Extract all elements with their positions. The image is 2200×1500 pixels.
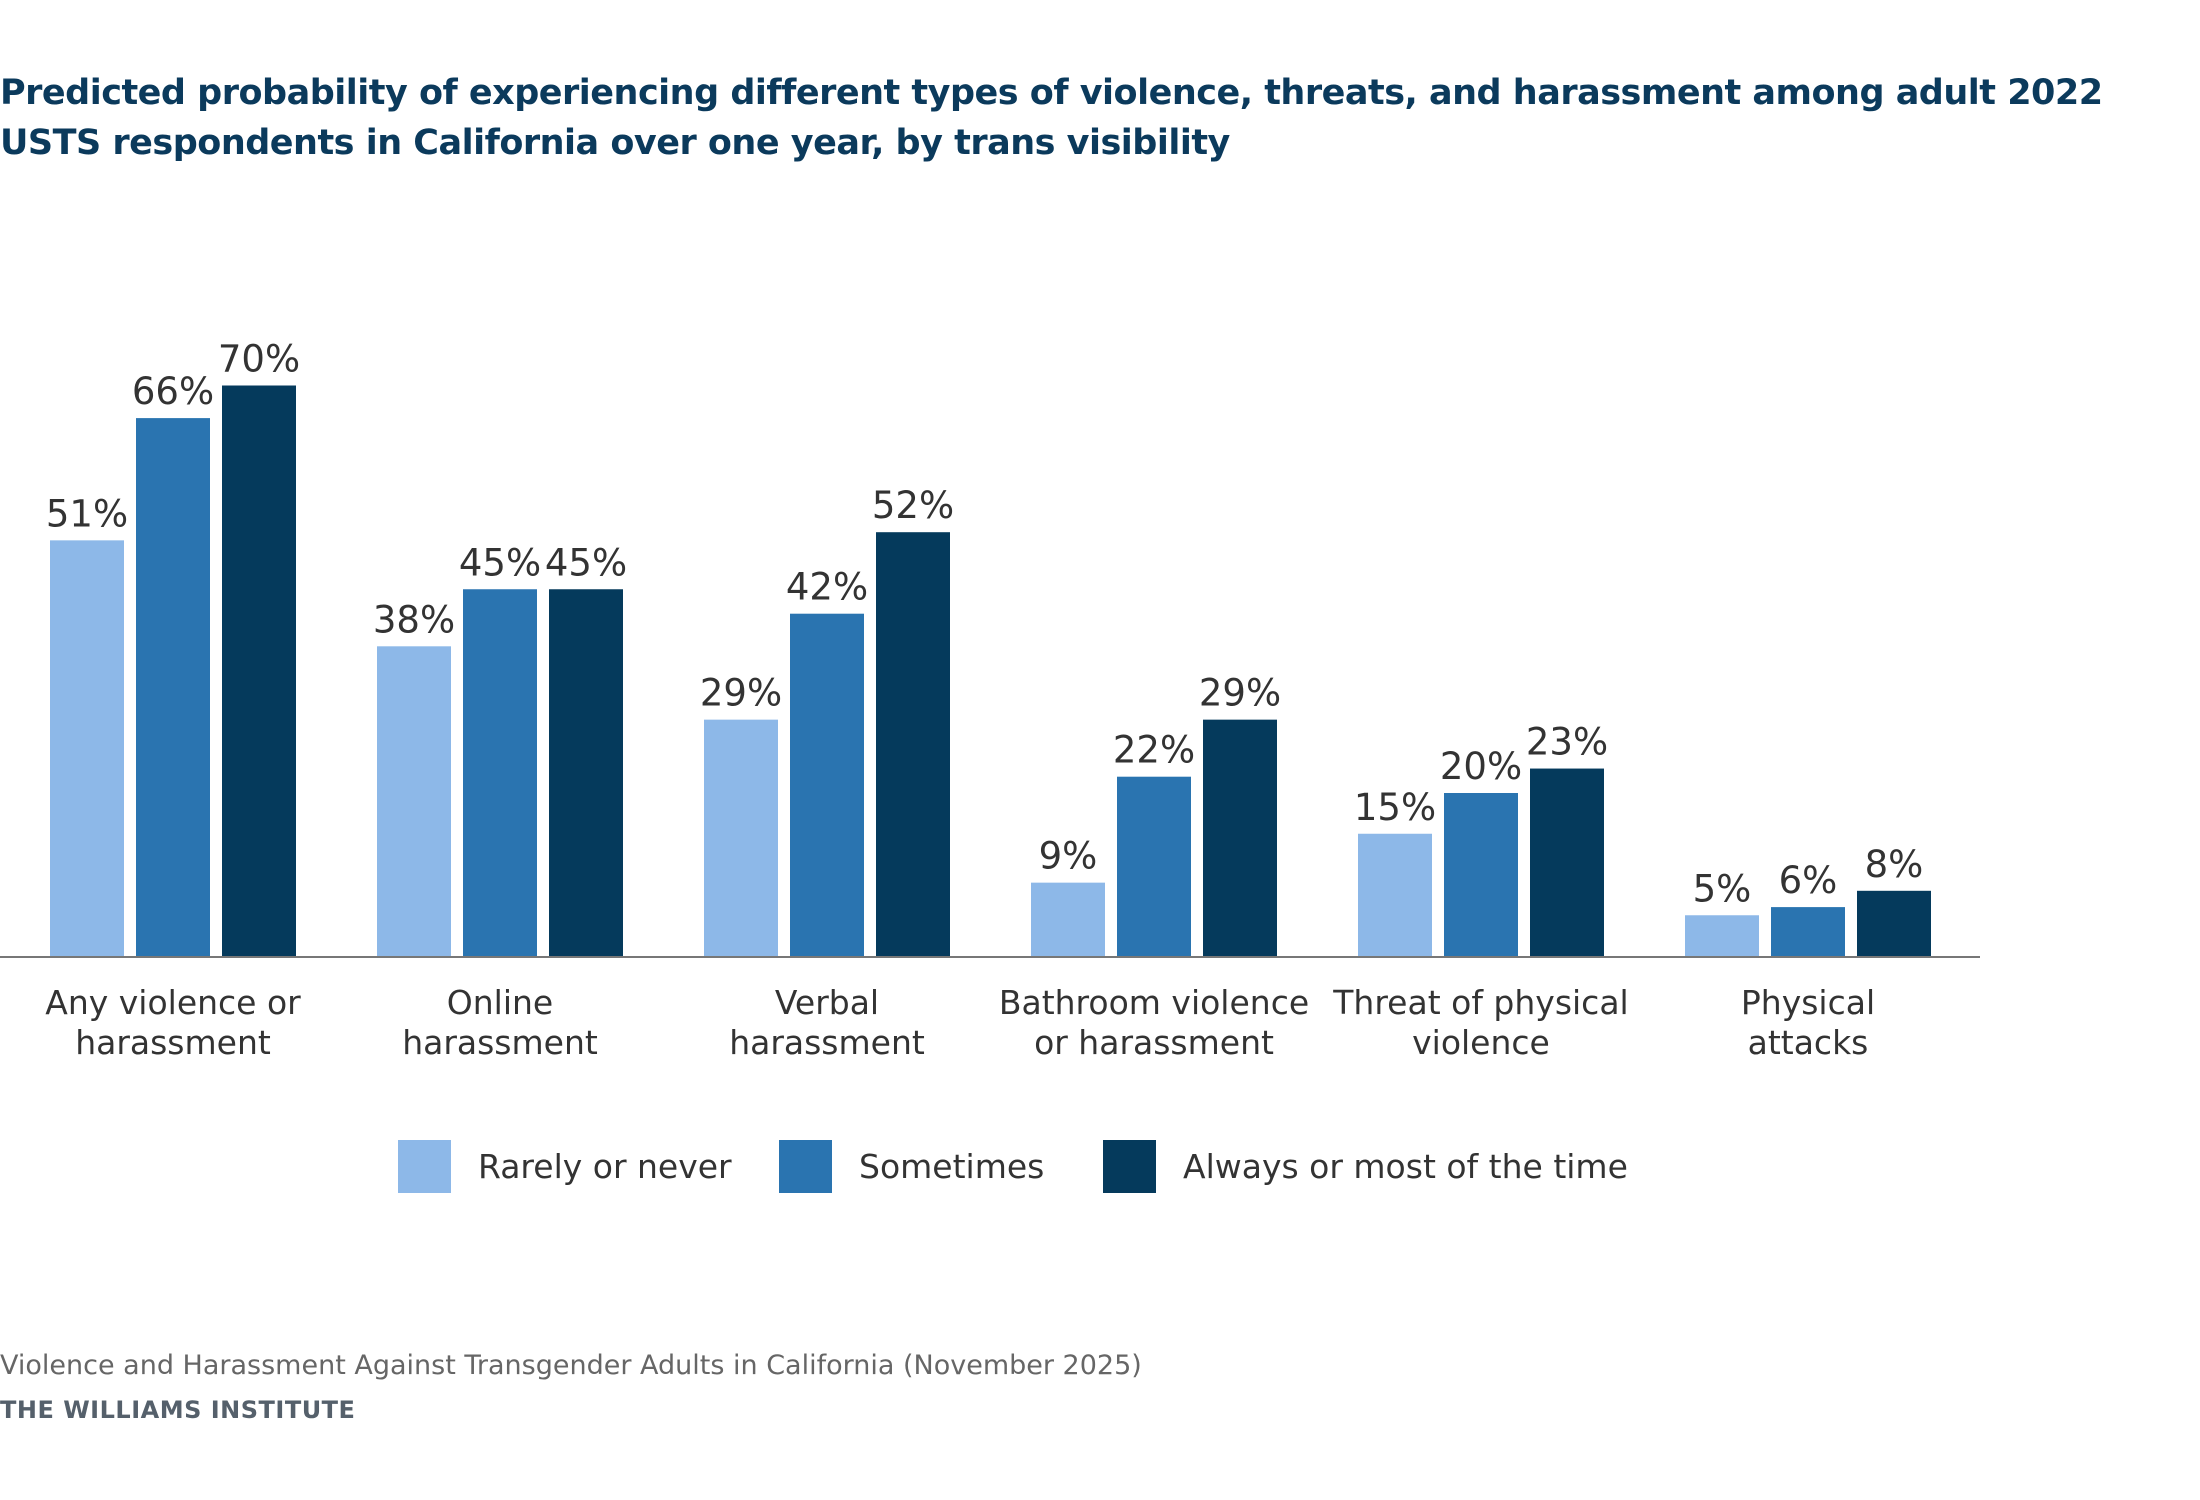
category-label-any-violence-or-harassment-line-2: harassment (75, 1023, 271, 1062)
bar-physical-attacks-always-or-most-of-the-time (1857, 890, 1931, 956)
bar-verbal-harassment-sometimes (790, 613, 864, 956)
category-label-online-harassment-line-2: harassment (402, 1023, 598, 1062)
category-label-bathroom-violence-or-harassment-line-1: Bathroom violence (999, 983, 1309, 1022)
data-label-online-harassment-rarely-or-never: 38% (373, 598, 455, 641)
data-label-physical-attacks-always-or-most-of-the-time: 8% (1865, 843, 1924, 886)
footer-org: THE WILLIAMS INSTITUTE (0, 1396, 356, 1424)
data-label-verbal-harassment-sometimes: 42% (786, 566, 868, 609)
data-label-bathroom-violence-or-harassment-rarely-or-never: 9% (1039, 835, 1098, 878)
bar-verbal-harassment-rarely-or-never (704, 719, 778, 956)
bar-online-harassment-always-or-most-of-the-time (549, 589, 623, 956)
data-label-any-violence-or-harassment-always-or-most-of-the-time: 70% (218, 338, 300, 381)
legend-item-always-or-most: Always or most of the time (1103, 1138, 1628, 1194)
data-label-verbal-harassment-always-or-most-of-the-time: 52% (872, 484, 954, 527)
data-label-any-violence-or-harassment-rarely-or-never: 51% (46, 492, 128, 535)
chart-title: Predicted probability of experiencing di… (0, 73, 2103, 163)
bar-any-violence-or-harassment-rarely-or-never (50, 540, 124, 956)
category-label-threat-of-physical-violence-line-2: violence (1412, 1023, 1550, 1062)
legend-swatch-always-or-most (1103, 1139, 1156, 1193)
data-label-verbal-harassment-rarely-or-never: 29% (700, 672, 782, 715)
legend: Rarely or never Sometimes Always or most… (0, 1138, 2200, 1194)
bar-bathroom-violence-or-harassment-sometimes (1117, 776, 1191, 956)
footer-source: Violence and Harassment Against Transgen… (0, 1350, 1142, 1381)
data-label-physical-attacks-rarely-or-never: 5% (1693, 867, 1752, 910)
category-label-physical-attacks-line-2: attacks (1748, 1023, 1869, 1062)
category-label-bathroom-violence-or-harassment-line-2: or harassment (1034, 1023, 1274, 1062)
category-label-verbal-harassment-line-2: harassment (729, 1023, 925, 1062)
category-label-physical-attacks-line-1: Physical (1741, 983, 1875, 1022)
legend-item-sometimes: Sometimes (779, 1138, 1044, 1194)
data-label-any-violence-or-harassment-sometimes: 66% (132, 370, 214, 413)
legend-swatch-sometimes (779, 1139, 832, 1193)
bar-any-violence-or-harassment-always-or-most-of-the-time (222, 385, 296, 956)
data-label-physical-attacks-sometimes: 6% (1779, 859, 1838, 902)
legend-label-rarely-or-never: Rarely or never (478, 1146, 732, 1186)
bar-threat-of-physical-violence-sometimes (1444, 793, 1518, 956)
data-label-bathroom-violence-or-harassment-always-or-most-of-the-time: 29% (1199, 672, 1281, 715)
bar-online-harassment-rarely-or-never (377, 646, 451, 956)
bar-online-harassment-sometimes (463, 589, 537, 956)
bar-threat-of-physical-violence-always-or-most-of-the-time (1530, 768, 1604, 956)
bar-bathroom-violence-or-harassment-rarely-or-never (1031, 882, 1105, 956)
data-label-online-harassment-sometimes: 45% (459, 541, 541, 584)
data-label-online-harassment-always-or-most-of-the-time: 45% (545, 541, 627, 584)
bar-any-violence-or-harassment-sometimes (136, 418, 210, 957)
legend-item-rarely-or-never: Rarely or never (398, 1138, 732, 1194)
bar-threat-of-physical-violence-rarely-or-never (1358, 833, 1432, 956)
category-label-threat-of-physical-violence-line-1: Threat of physical (1332, 983, 1628, 1022)
bar-bathroom-violence-or-harassment-always-or-most-of-the-time (1203, 719, 1277, 956)
bar-physical-attacks-sometimes (1771, 907, 1845, 956)
category-label-verbal-harassment-line-1: Verbal (775, 983, 879, 1022)
bar-physical-attacks-rarely-or-never (1685, 915, 1759, 956)
legend-label-sometimes: Sometimes (859, 1146, 1045, 1186)
data-label-bathroom-violence-or-harassment-sometimes: 22% (1113, 729, 1195, 772)
data-label-threat-of-physical-violence-sometimes: 20% (1440, 745, 1522, 788)
category-label-any-violence-or-harassment-line-1: Any violence or (45, 983, 301, 1022)
category-label-online-harassment-line-1: Online (447, 983, 553, 1022)
data-label-threat-of-physical-violence-rarely-or-never: 15% (1354, 786, 1436, 829)
data-label-threat-of-physical-violence-always-or-most-of-the-time: 23% (1526, 721, 1608, 764)
legend-label-always-or-most: Always or most of the time (1183, 1146, 1628, 1186)
legend-swatch-rarely-or-never (398, 1139, 451, 1193)
bar-verbal-harassment-always-or-most-of-the-time (876, 532, 950, 956)
